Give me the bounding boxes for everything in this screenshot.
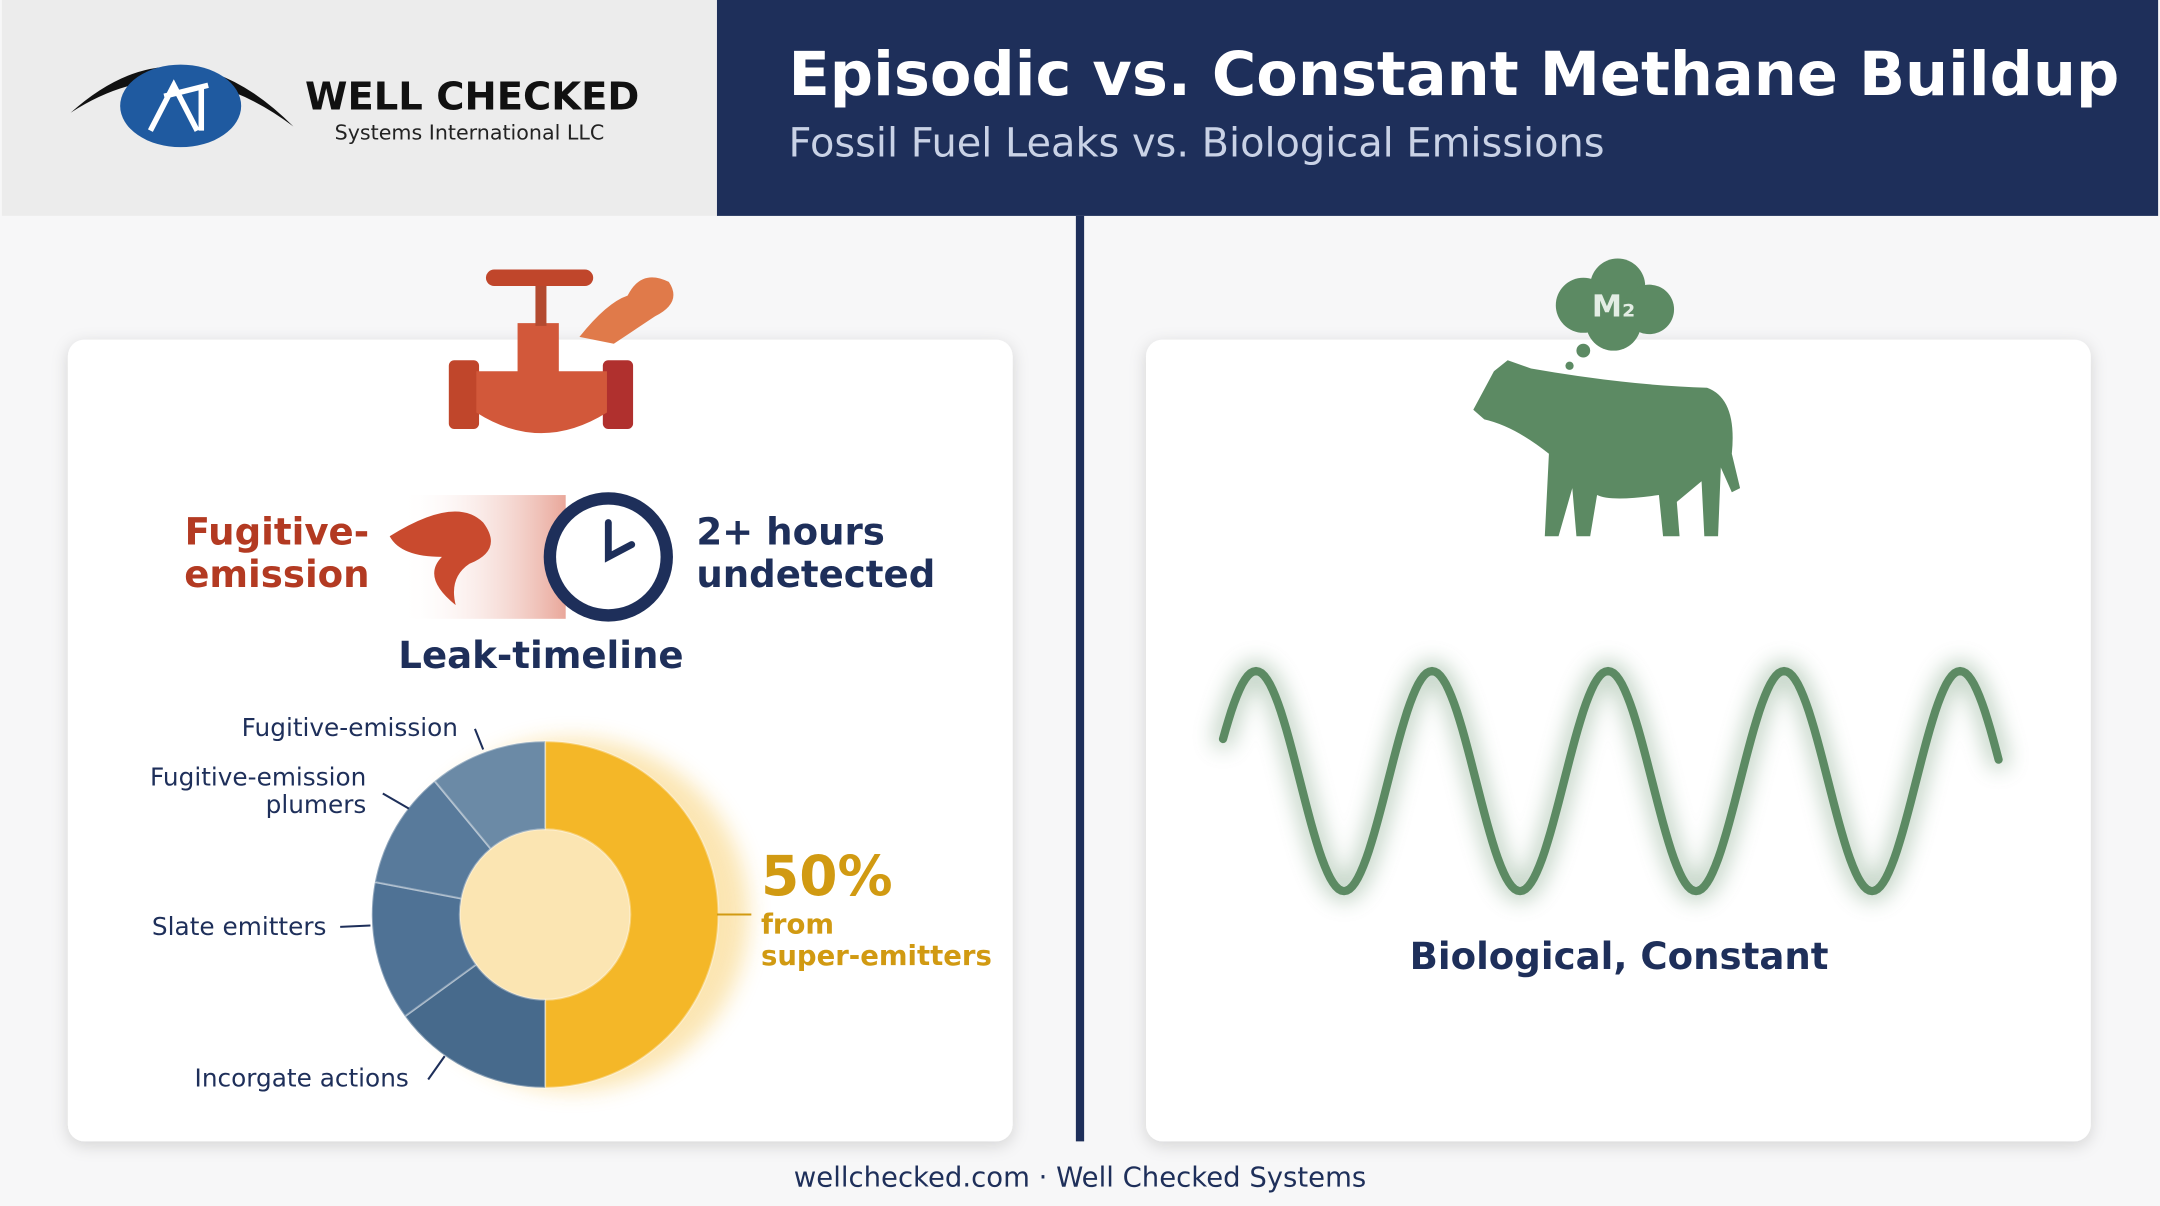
emission-label: Fugitive-emission — [184, 510, 369, 596]
cloud-label: M₂ — [1592, 290, 1635, 325]
duration-label: 2+ hours undetected — [696, 510, 935, 596]
donut-segment — [433, 740, 547, 851]
segment-label: from super-emitters — [761, 908, 992, 972]
cloud-icon — [1555, 258, 1675, 370]
title: Episodic vs. Constant Methane Buildup — [788, 40, 2119, 110]
segment-label: Slate emitters — [152, 912, 326, 941]
caption: Biological, Constant — [1410, 935, 1829, 978]
logo-name: WELL CHECKED — [305, 75, 639, 120]
donut-segment — [544, 740, 720, 1089]
clock-icon — [543, 492, 673, 622]
footer: wellchecked.com · Well Checked Systems — [794, 1161, 1366, 1193]
divider — [1075, 215, 1085, 1142]
segment-label: Fugitive-emission plumers — [150, 762, 366, 819]
valve-icon — [448, 269, 674, 434]
smoke-icon — [389, 511, 491, 606]
segment-label: Incorgate actions — [195, 1063, 409, 1092]
leader-line — [382, 792, 410, 810]
logo-sub: Systems International LLC — [335, 120, 605, 144]
leader-line — [427, 1055, 446, 1081]
left-card — [67, 339, 1013, 1142]
logo — [70, 64, 294, 148]
donut-segment — [403, 963, 547, 1089]
donut-segment — [370, 880, 478, 1018]
leader-line — [340, 924, 371, 928]
cow-icon — [1473, 360, 1741, 537]
timeline-label: Leak-timeline — [398, 634, 683, 677]
segment-label: Fugitive-emission — [242, 713, 458, 742]
timeline-fade — [400, 495, 566, 619]
right-card — [1146, 339, 2091, 1142]
value-label: 50% — [761, 844, 893, 908]
leader-line — [473, 728, 485, 750]
title-band — [716, 0, 2159, 216]
subtitle: Fossil Fuel Leaks vs. Biological Emissio… — [788, 120, 1604, 166]
wave — [1218, 666, 2003, 896]
donut-segment — [373, 779, 493, 900]
